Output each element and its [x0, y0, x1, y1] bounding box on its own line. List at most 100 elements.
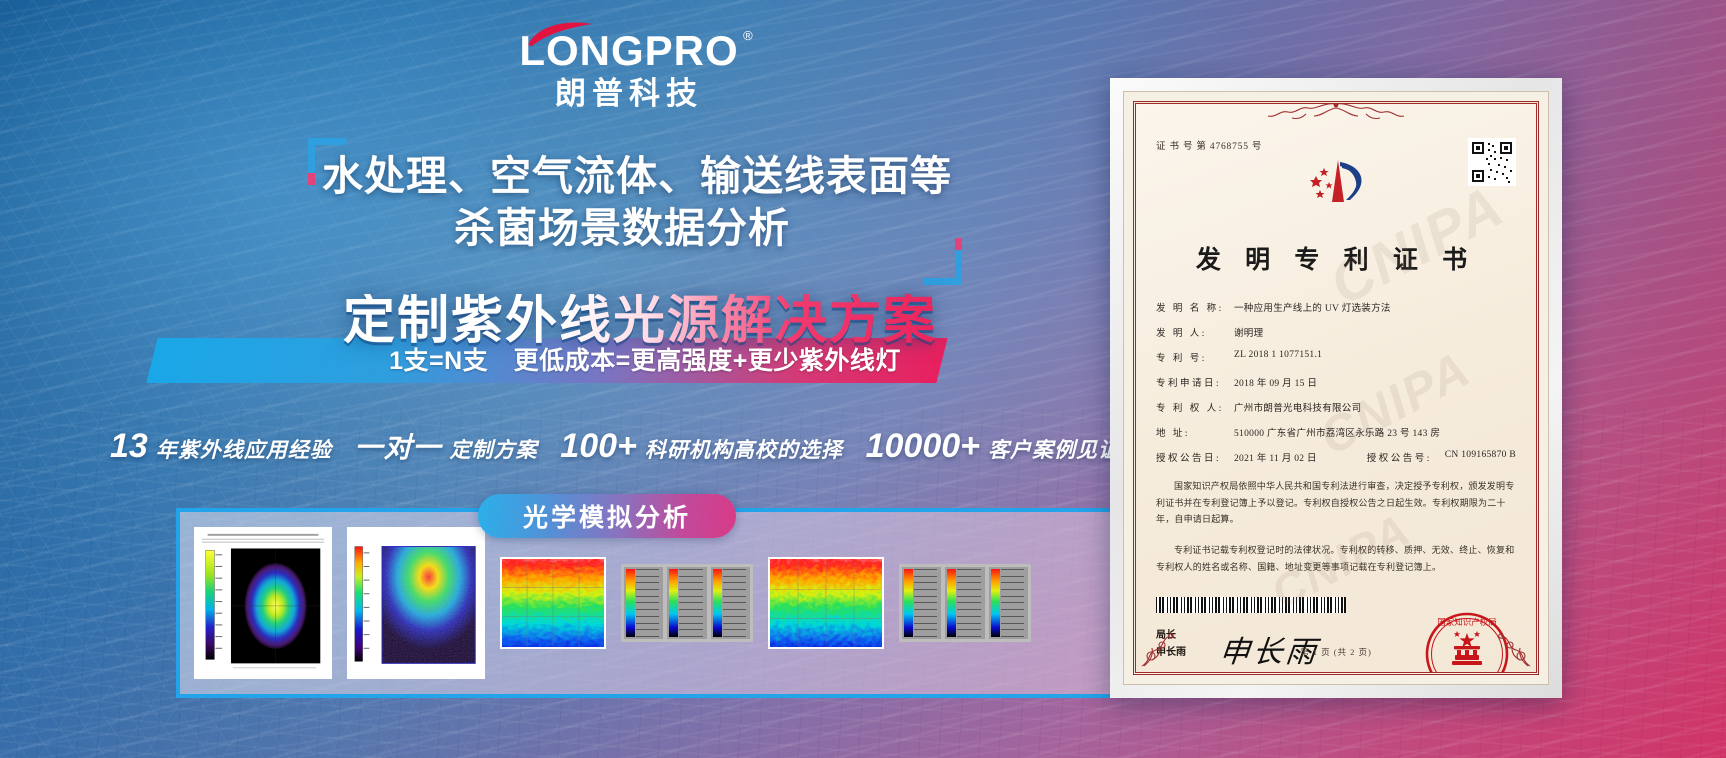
stat-number: 100+ — [560, 427, 637, 465]
bracket-top-left-icon — [308, 138, 346, 185]
field-key: 专利申请日: — [1156, 379, 1222, 389]
director-title: 局长 — [1156, 630, 1176, 642]
optical-simulation-badge: 光学模拟分析 — [478, 494, 736, 538]
colorbar-ticks — [914, 569, 939, 637]
certificate-barcode — [1156, 597, 1346, 614]
field-value: ZL 2018 1 1077151.1 — [1234, 350, 1323, 360]
headline-line-2: 杀菌场景数据分析 — [454, 205, 790, 252]
colorbar-gradient — [947, 569, 957, 637]
stat-label: 客户案例见证 — [988, 439, 1120, 462]
field-key: 专 利 号: — [1156, 354, 1207, 364]
thumbnail-colorbar-legend-set-b[interactable] — [899, 564, 1031, 642]
certificate-field-row: 发 明 人: 谢明理 — [1156, 325, 1516, 339]
logo-wordmark: LONGPRO — [519, 27, 739, 74]
stat-item: 13 年紫外线应用经验 — [110, 427, 332, 466]
colorbar-ticks — [957, 569, 982, 637]
grant-date-segment: 授权公告日: 2021 年 11 月 02 日 — [1156, 450, 1317, 464]
cnipa-emblem-icon — [1310, 160, 1362, 202]
colorbar-gradient — [626, 569, 635, 637]
stat-item: 10000+ 客户案例见证 — [866, 427, 1120, 466]
colorbar-ticks — [679, 569, 704, 637]
certificate-field-row: 专 利 权 人: 广州市朗普光电科技有限公司 — [1156, 400, 1516, 414]
headline-line-1: 水处理、空气流体、输送线表面等 — [322, 153, 952, 199]
thumbnail-colorbar-legend-set-a[interactable] — [621, 564, 753, 642]
heatmap-a-svg — [502, 559, 604, 647]
colorbar-legend — [667, 567, 707, 639]
field-key: 发 明 名 称: — [1156, 304, 1224, 314]
colorbar-legend — [902, 567, 942, 639]
seal-top-text: 国家知识产权局 — [1437, 617, 1497, 627]
stat-number: 13 — [110, 427, 148, 465]
simulation-gallery — [176, 508, 1262, 698]
thumbnail-scatter-density-map[interactable] — [347, 527, 485, 679]
colorbar-ticks — [722, 569, 748, 637]
contour-plot-svg — [196, 529, 330, 677]
slogan-subtext: 1支=N支 更低成本=更高强度+更少紫外线灯 — [389, 347, 901, 375]
field-key: 地 址: — [1156, 429, 1191, 439]
certificate-fields: 发 明 名 称: 一种应用生产线上的 UV 灯选装方法 发 明 人: 谢明理 专… — [1156, 300, 1516, 464]
colorbar-legend — [945, 567, 985, 639]
certificate-page-number: 第 1 页 (共 2 页) — [1300, 647, 1372, 657]
qr-code-svg — [1470, 140, 1514, 184]
field-value: 一种应用生产线上的 UV 灯选装方法 — [1234, 304, 1391, 314]
stat-number: 一对一 — [354, 432, 442, 463]
bracket-bottom-right-icon — [924, 237, 962, 285]
logo-chinese-name: 朗普科技 — [555, 76, 703, 111]
certificate-field-row: 专 利 号: ZL 2018 1 1077151.1 — [1156, 350, 1516, 364]
grant-date-value: 2021 年 11 月 02 日 — [1234, 454, 1317, 464]
stats-row: 13 年紫外线应用经验 一对一 定制方案 100+ 科研机构高校的选择 1000… — [110, 426, 1120, 470]
thumbnail-uv-intensity-heatmap-a[interactable] — [500, 557, 606, 649]
official-seal-icon: 国家知识产权局 2021年11月02日 — [1425, 612, 1509, 672]
stat-item: 100+ 科研机构高校的选择 — [560, 427, 843, 466]
patent-certificate[interactable]: CNIPA CNIPA CNIPA 证 书 号 第 4768755 号 — [1110, 78, 1562, 698]
header-ornament-icon — [1267, 104, 1405, 120]
main-slogan: 定制紫外线光源解决方案 — [300, 294, 980, 349]
grant-number-value: CN 109165870 B — [1444, 450, 1516, 460]
certificate-grant-row: 授权公告日: 2021 年 11 月 02 日 授权公告号: CN 109165… — [1156, 450, 1516, 464]
field-value: 2018 年 09 月 15 日 — [1234, 379, 1318, 389]
field-key: 发 明 人: — [1156, 329, 1207, 339]
certificate-paragraph-2: 专利证书记载专利权登记时的法律状况。专利权的转移、质押、无效、终止、恢复和专利权… — [1156, 544, 1515, 572]
certificate-field-row: 地 址: 510000 广东省广州市荔湾区永乐路 23 号 143 房 — [1156, 425, 1516, 439]
certificate-field-row: 专利申请日: 2018 年 09 月 15 日 — [1156, 375, 1516, 389]
stat-label: 年紫外线应用经验 — [155, 439, 332, 462]
logo-mark: LONGPRO ® — [519, 22, 753, 74]
certificate-number: 证 书 号 第 4768755 号 — [1156, 142, 1263, 152]
colorbar-gradient — [904, 569, 913, 637]
stat-label: 科研机构高校的选择 — [644, 439, 843, 462]
colorbar-ticks — [636, 569, 661, 637]
density-plot-svg — [349, 529, 483, 677]
certificate-mat: CNIPA CNIPA CNIPA 证 书 号 第 4768755 号 — [1123, 91, 1549, 685]
field-value: 广州市朗普光电科技有限公司 — [1234, 404, 1362, 414]
colorbar-gradient — [712, 569, 722, 637]
colorbar-gradient — [990, 569, 1000, 637]
certificate-header-row: 证 书 号 第 4768755 号 — [1156, 138, 1516, 186]
grant-number-segment: 授权公告号: CN 109165870 B — [1367, 450, 1516, 464]
certificate-field-row: 发 明 名 称: 一种应用生产线上的 UV 灯选装方法 — [1156, 300, 1516, 314]
certificate-page: CNIPA CNIPA CNIPA 证 书 号 第 4768755 号 — [1133, 101, 1539, 675]
field-key: 专 利 权 人: — [1156, 404, 1224, 414]
field-value: 谢明理 — [1234, 329, 1264, 339]
thumbnail-uv-intensity-heatmap-b[interactable] — [768, 557, 884, 649]
colorbar-legend — [624, 567, 664, 639]
field-value: 510000 广东省广州市荔湾区永乐路 23 号 143 房 — [1234, 429, 1441, 439]
brand-logo: LONGPRO ® 朗普科技 — [494, 22, 764, 112]
colorbar-gradient — [669, 569, 679, 637]
thumbnail-contour-irradiance-map[interactable] — [194, 527, 332, 679]
director-name: 申长雨 — [1156, 647, 1186, 659]
colorbar-ticks — [1000, 569, 1026, 637]
registered-mark-icon: ® — [743, 28, 753, 43]
heatmap-b-svg — [770, 559, 882, 647]
stat-number: 10000+ — [865, 427, 980, 465]
grant-date-key: 授权公告日: — [1156, 454, 1222, 464]
grant-number-key: 授权公告号: — [1366, 454, 1432, 464]
qr-code-icon — [1468, 138, 1516, 186]
headline-block: 水处理、空气流体、输送线表面等 杀菌场景数据分析 — [308, 138, 962, 285]
colorbar-legend — [710, 567, 750, 639]
colorbar-legend — [988, 567, 1028, 639]
stat-item: 一对一 定制方案 — [355, 426, 538, 466]
stat-label: 定制方案 — [449, 439, 538, 462]
certificate-paragraph-1: 国家知识产权局依照中华人民共和国专利法进行审查，决定授予专利权，颁发发明专利证书… — [1156, 481, 1515, 525]
certificate-title: 发 明 专 利 证 书 — [1195, 247, 1477, 274]
